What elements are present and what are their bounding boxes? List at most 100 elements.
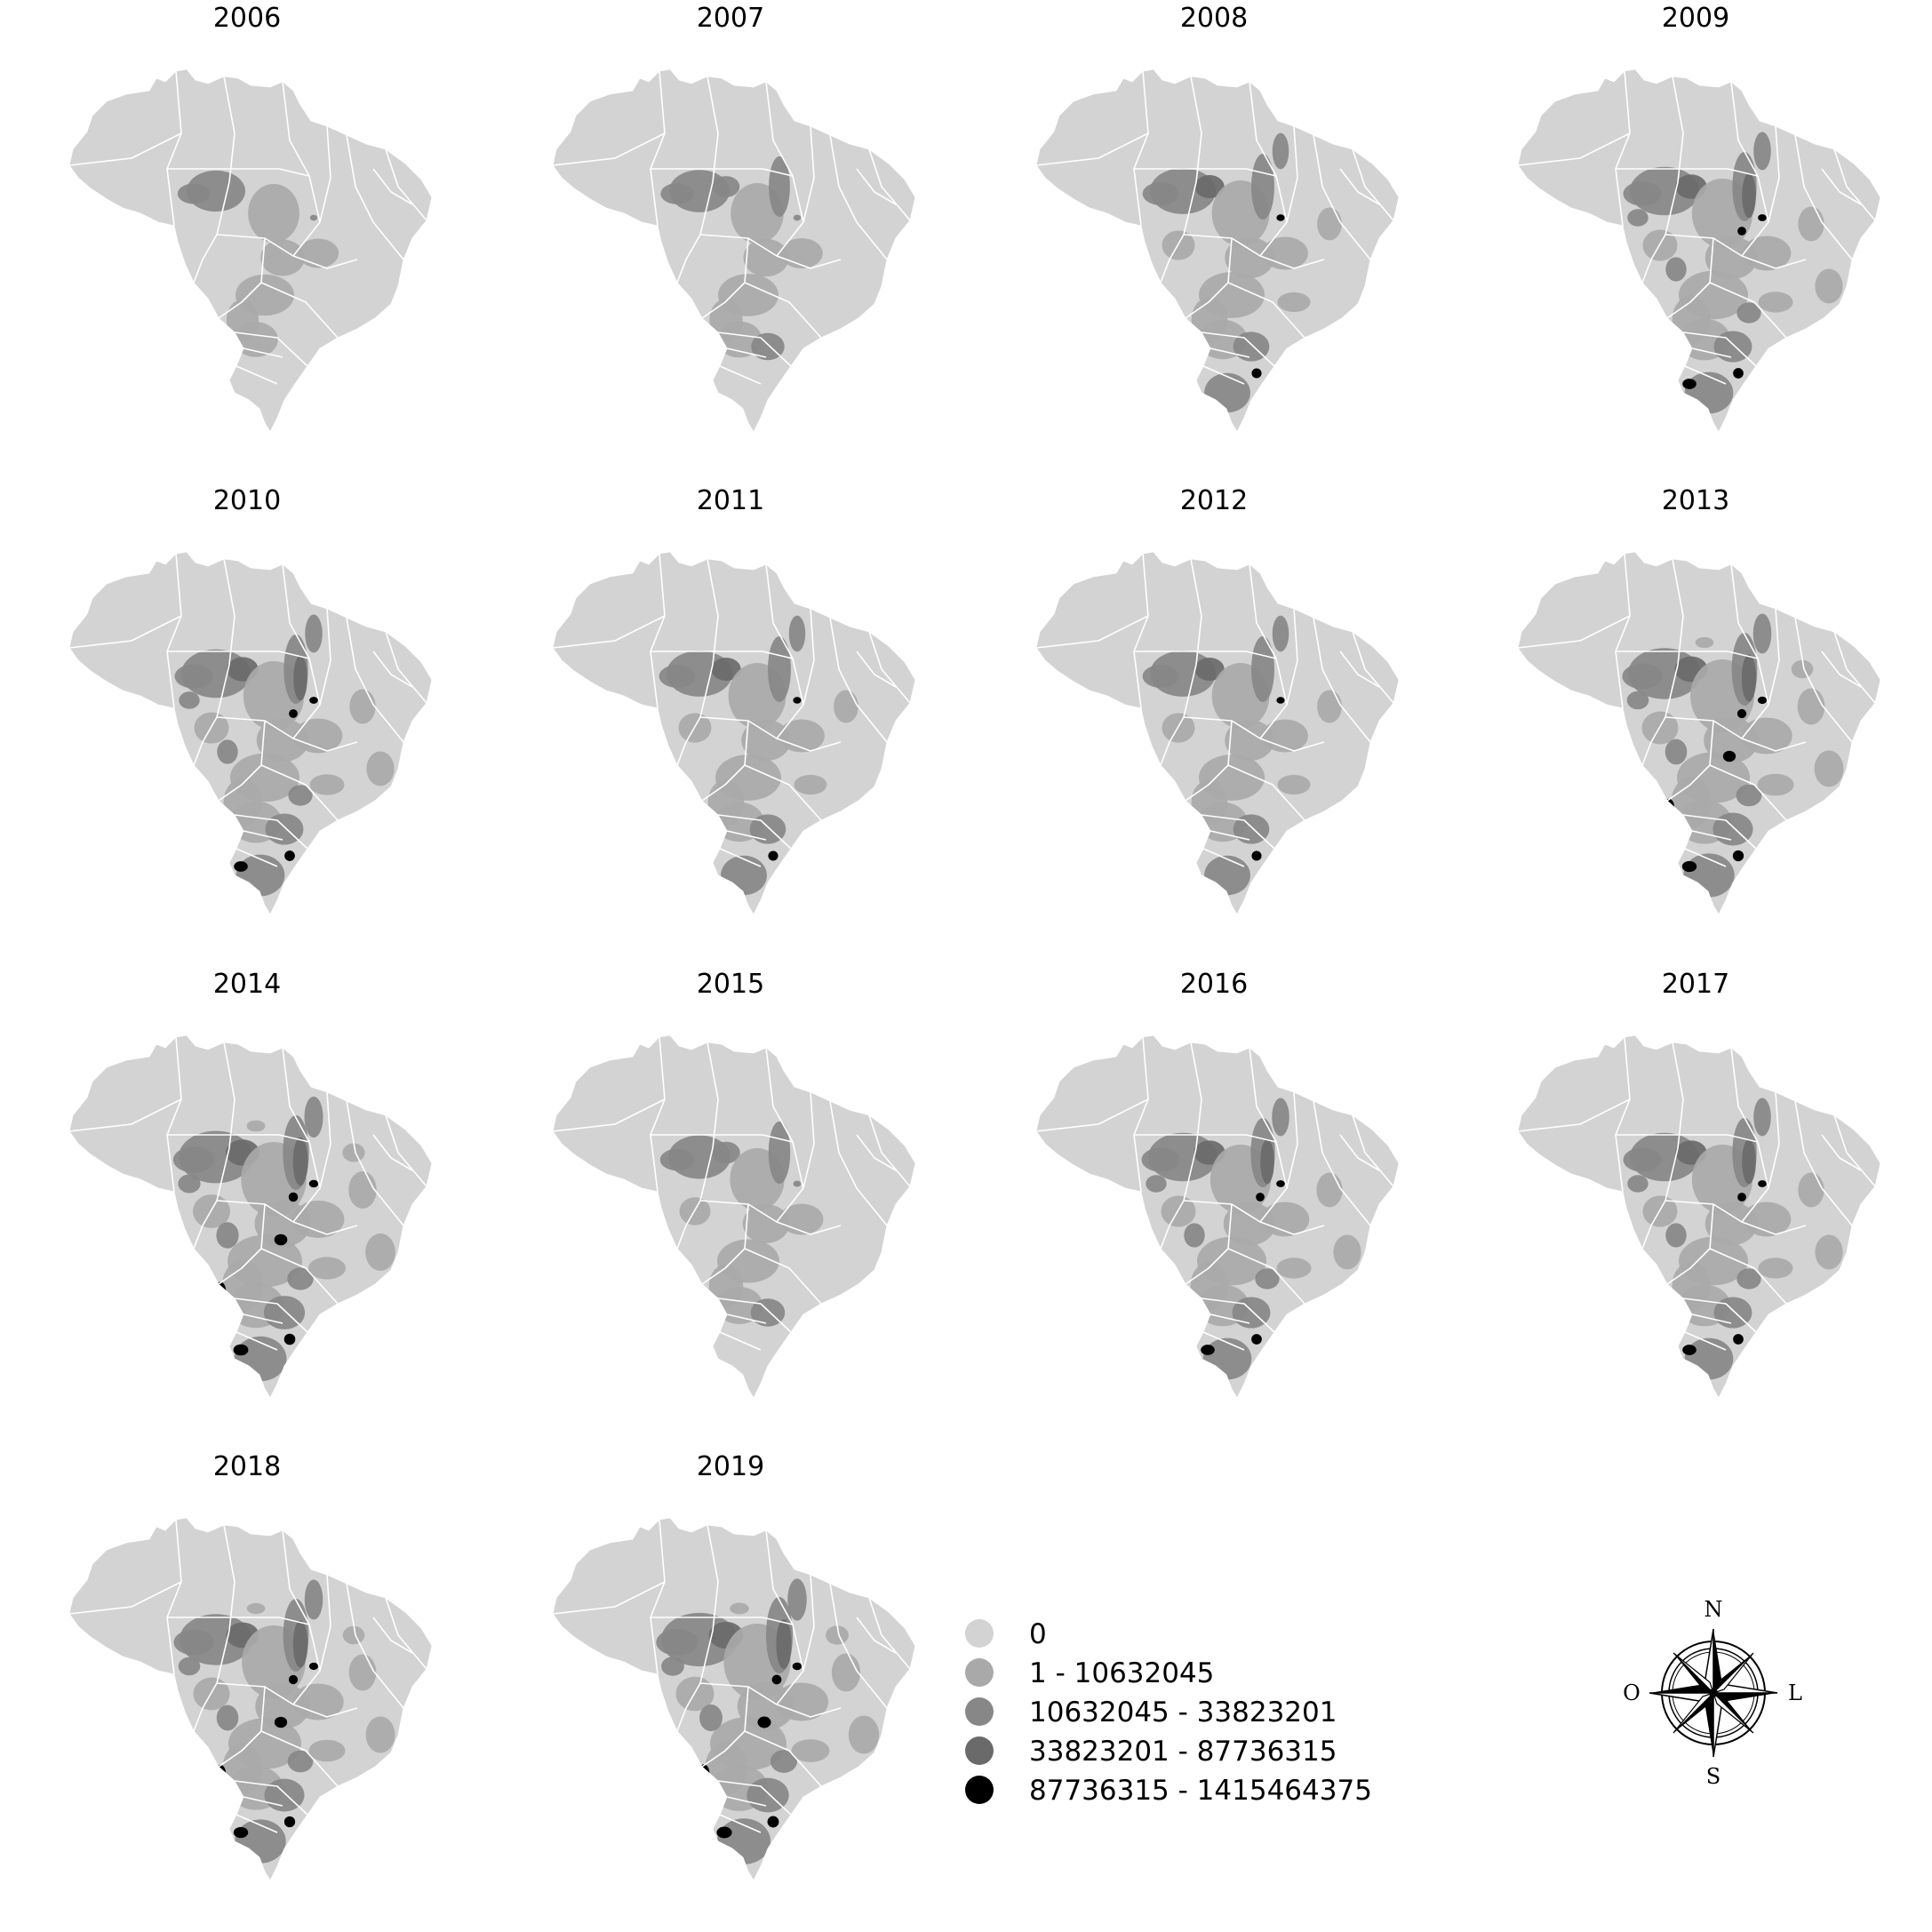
shaded-region	[305, 614, 323, 653]
shaded-region	[1272, 1098, 1289, 1137]
shaded-region	[1733, 1334, 1744, 1345]
country-outline	[1517, 551, 1881, 915]
shaded-region	[699, 1704, 723, 1732]
municipality-shading	[659, 615, 858, 896]
state-border	[1682, 331, 1757, 367]
shaded-region	[848, 1715, 880, 1754]
legend-swatch	[965, 1658, 994, 1687]
state-border	[319, 608, 331, 706]
brazil-map	[68, 551, 433, 915]
state-border	[829, 134, 888, 260]
country-outline	[552, 68, 916, 433]
state-border	[1709, 282, 1787, 339]
municipality-shading	[660, 156, 823, 361]
shaded-region	[283, 1816, 296, 1828]
state-border	[829, 617, 888, 743]
shaded-region	[236, 854, 285, 897]
legend-swatch	[965, 1697, 994, 1726]
state-border	[802, 1574, 815, 1672]
state-border	[282, 563, 321, 739]
state-border	[218, 1686, 266, 1768]
shaded-region	[1681, 860, 1697, 873]
shaded-region	[1713, 1297, 1752, 1329]
state-border	[1227, 282, 1305, 339]
shaded-region	[730, 1602, 749, 1615]
shaded-region	[1276, 214, 1285, 221]
shaded-region	[1276, 1180, 1285, 1187]
state-border	[856, 1617, 897, 1654]
shaded-region	[749, 814, 786, 844]
panel-year-title: 2006	[213, 3, 281, 34]
state-border	[1133, 553, 1149, 709]
state-border	[1134, 168, 1277, 177]
state-border	[167, 168, 310, 177]
state-border	[726, 1796, 767, 1807]
country-outline	[1035, 1034, 1400, 1399]
shaded-region	[308, 1179, 319, 1188]
shaded-region	[1682, 379, 1696, 389]
shaded-region	[178, 1174, 201, 1194]
year-map-panel: 2007	[552, 3, 916, 433]
shaded-region	[1194, 658, 1225, 681]
panel-year-title: 2007	[697, 3, 764, 34]
state-border	[651, 1617, 794, 1625]
state-border	[243, 830, 283, 841]
panel-year-title: 2014	[213, 969, 281, 1000]
shaded-region	[308, 1739, 346, 1762]
state-border	[166, 1036, 182, 1193]
state-border	[1821, 1134, 1862, 1171]
shaded-region	[1737, 1193, 1746, 1202]
state-border	[1201, 331, 1275, 367]
shaded-region	[1742, 1138, 1756, 1185]
shaded-region	[1736, 302, 1761, 323]
shaded-region	[246, 1120, 266, 1132]
state-border	[243, 347, 283, 358]
shaded-region	[1665, 1223, 1687, 1248]
state-border	[166, 1519, 182, 1675]
shaded-region	[779, 1203, 824, 1235]
state-border	[1665, 234, 1807, 269]
shaded-region	[274, 1716, 288, 1728]
shaded-region	[1276, 1257, 1312, 1279]
country-base	[69, 69, 432, 432]
state-border	[651, 1134, 794, 1143]
state-border	[1339, 651, 1380, 688]
year-map-panel: 2013	[1517, 485, 1881, 915]
state-border	[1730, 1047, 1769, 1223]
shaded-region	[291, 1201, 345, 1238]
state-border	[1134, 651, 1277, 659]
state-border	[1201, 814, 1275, 850]
state-border	[216, 1682, 358, 1718]
shaded-region	[1742, 172, 1756, 219]
state-border	[385, 1114, 427, 1187]
state-border	[1183, 1200, 1325, 1235]
state-border	[1249, 1047, 1288, 1223]
state-border	[1352, 1114, 1394, 1187]
state-border	[282, 81, 321, 257]
state-border	[193, 1630, 230, 1732]
legend-label: 1 - 10632045	[1029, 1657, 1214, 1689]
state-border	[1209, 830, 1250, 841]
state-border	[1794, 617, 1853, 743]
shaded-region	[304, 1579, 323, 1620]
shaded-region	[260, 239, 305, 276]
shaded-region	[288, 1674, 299, 1685]
shaded-region	[178, 1657, 201, 1676]
country-outline	[552, 551, 916, 915]
state-border	[765, 81, 804, 257]
state-border	[1209, 1313, 1250, 1324]
shaded-region	[1260, 1138, 1274, 1185]
country-outline	[1517, 68, 1881, 433]
state-border	[218, 1203, 266, 1285]
state-border	[1313, 617, 1371, 743]
shaded-region	[308, 1662, 319, 1671]
panel-year-title: 2012	[1180, 485, 1248, 516]
state-border	[1616, 651, 1759, 659]
shaded-region	[365, 1716, 395, 1753]
country-base	[69, 1035, 432, 1398]
shaded-region	[712, 176, 740, 197]
state-border	[1035, 132, 1149, 166]
state-border	[868, 631, 911, 704]
shaded-region	[233, 1826, 249, 1839]
